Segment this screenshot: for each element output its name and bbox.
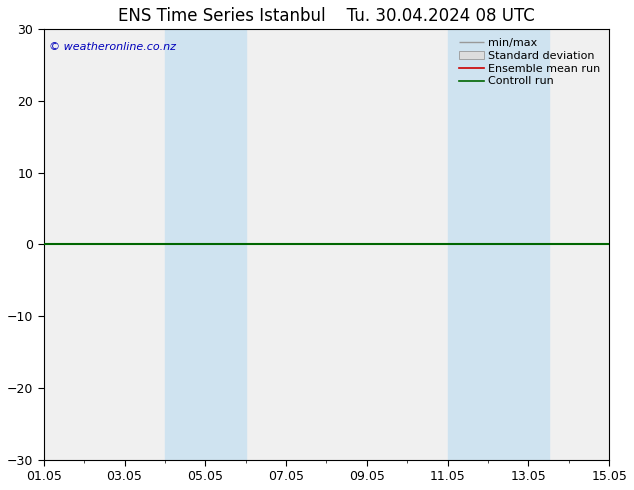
- Text: © weatheronline.co.nz: © weatheronline.co.nz: [49, 42, 176, 52]
- Bar: [448, 29, 548, 460]
- Title: ENS Time Series Istanbul    Tu. 30.04.2024 08 UTC: ENS Time Series Istanbul Tu. 30.04.2024 …: [118, 7, 535, 25]
- Legend: min/max, Standard deviation, Ensemble mean run, Controll run: min/max, Standard deviation, Ensemble me…: [456, 35, 604, 90]
- Bar: [165, 29, 245, 460]
